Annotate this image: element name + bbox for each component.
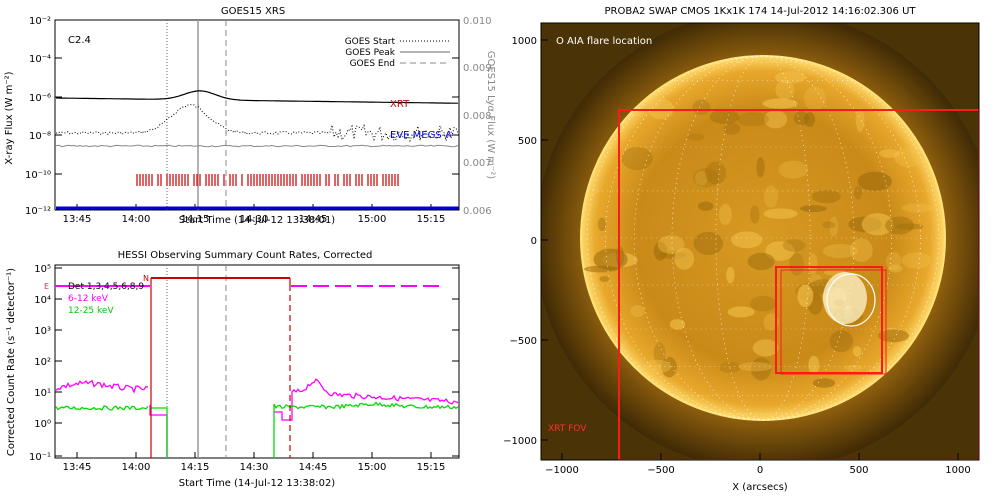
xrt-inner-fov-box-2 (780, 269, 887, 375)
goes-x-tick-label: 15:00 (358, 214, 387, 225)
hessi-x-tick-label: 15:00 (358, 462, 387, 473)
swap-y-axis: 1000 500 0 −500 −1000 (503, 36, 548, 447)
hessi-x-tick-label: 15:15 (417, 462, 446, 473)
swap-y-tick-label: −500 (510, 336, 537, 347)
goes-xrt-coverage (136, 174, 399, 186)
goes-y-tick-label: 10⁻¹² (25, 206, 51, 217)
hessi-x-tick-label: 13:45 (63, 462, 92, 473)
swap-panel: PROBA2 SWAP CMOS 1Kx1K 174 14-Jul-2012 1… (503, 6, 980, 493)
hessi-night-flag (150, 277, 291, 458)
goes-y-right-tick-label: 0.009 (463, 63, 492, 74)
goes-xrt-label: XRT (390, 99, 410, 110)
swap-x-label: X (arcsecs) (732, 482, 788, 493)
hessi-x-axis: 13:45 14:00 14:15 14:30 14:45 15:00 15:15 (63, 452, 446, 473)
legend-goes-peak: GOES Peak (345, 48, 395, 58)
goes-y-tick-label: 10⁻⁴ (29, 54, 51, 65)
goes-flare-class: C2.4 (68, 35, 91, 46)
goes-x-label: Start Time (14-Jul-12 13:38:01) (179, 215, 336, 226)
hessi-x-label: Start Time (14-Jul-12 13:38:02) (179, 478, 336, 489)
swap-x-tick-label: 1000 (945, 465, 970, 476)
hessi-y-tick-label: 10¹ (34, 388, 51, 399)
hessi-night-flag-label: N (143, 274, 149, 283)
legend-hessi-12-25: 12-25 keV (68, 306, 114, 316)
goes-y-right-tick-label: 0.010 (463, 16, 492, 27)
hessi-y-tick-label: 10⁵ (34, 264, 51, 275)
goes-legend: GOES Start GOES Peak GOES End (345, 37, 450, 69)
swap-x-tick-label: 0 (757, 465, 763, 476)
goes-y-right-tick-label: 0.007 (463, 158, 492, 169)
xrt-fov-label: XRT FOV (548, 424, 587, 434)
hessi-x-tick-label: 14:45 (299, 462, 328, 473)
legend-hessi-detectors: Det 1,3,4,5,6,8,9 (68, 282, 144, 292)
goes-y-axis: 10⁻² 10⁻⁴ 10⁻⁶ 10⁻⁸ 10⁻¹⁰ 10⁻¹² (25, 16, 459, 217)
hessi-y-tick-label: 10⁻¹ (29, 452, 51, 463)
hessi-y-label: Corrected Count Rate (s⁻¹ detector⁻¹) (6, 268, 17, 456)
goes-y-tick-label: 10⁻⁶ (29, 93, 51, 104)
goes-y-right-label: GOES15 Lyα Flux (W m⁻²) (485, 51, 496, 179)
swap-x-tick-label: −500 (647, 465, 674, 476)
goes-y-label: X-ray Flux (W m⁻²) (4, 71, 15, 164)
swap-y-tick-label: 0 (531, 236, 537, 247)
swap-y-tick-label: −1000 (503, 436, 537, 447)
hessi-x-tick-label: 14:00 (122, 462, 151, 473)
hessi-title: HESSI Observing Summary Count Rates, Cor… (118, 250, 373, 261)
swap-y-tick-label: 1000 (512, 36, 537, 47)
swap-x-axis: −1000 −500 0 500 1000 (545, 453, 971, 476)
swap-flare-region (823, 272, 867, 324)
swap-y-tick-label: 500 (518, 136, 537, 147)
hessi-x-tick-label: 14:15 (181, 462, 210, 473)
hessi-y-tick-label: 10⁴ (34, 295, 51, 306)
goes-short-channel-curve (55, 103, 459, 143)
goes-y-tick-label: 10⁻² (29, 16, 51, 27)
hessi-y-tick-label: 10⁰ (34, 419, 51, 430)
goes-title: GOES15 XRS (221, 6, 285, 17)
legend-goes-end: GOES End (350, 59, 395, 69)
aia-flare-location-marker (826, 273, 876, 327)
goes-long-channel-curve (56, 90, 458, 104)
goes-x-tick-label: 13:45 (63, 214, 92, 225)
goes-y-tick-label: 10⁻⁸ (29, 131, 51, 142)
goes-x-tick-label: 14:45 (299, 214, 328, 225)
hessi-x-tick-label: 14:30 (240, 462, 269, 473)
goes-axes-frame (54, 19, 460, 211)
hessi-panel: HESSI Observing Summary Count Rates, Cor… (6, 250, 460, 489)
legend-goes-start: GOES Start (345, 37, 396, 47)
goes-panel: GOES15 XRS 10⁻² 10⁻⁴ 10⁻⁶ 10⁻⁸ 10⁻¹⁰ 10⁻¹² 0.… (4, 6, 496, 226)
swap-x-tick-label: 500 (849, 465, 868, 476)
goes-y-right-axis: 0.010 0.009 0.008 0.007 0.006 (463, 16, 492, 217)
hessi-eclipse-flag-label: E (44, 282, 49, 291)
goes-eve-label: EVE MEGS-A (390, 130, 452, 141)
goes-x-tick-label: 14:30 (240, 214, 269, 225)
swap-heliographic-grid (581, 55, 945, 421)
legend-hessi-6-12: 6-12 keV (68, 294, 109, 304)
goes-x-tick-label: 15:15 (417, 214, 446, 225)
goes-y-tick-label: 10⁻¹⁰ (25, 170, 51, 181)
swap-x-tick-label: −1000 (545, 465, 579, 476)
goes-lya-curve (55, 144, 459, 148)
xrt-fov-box (618, 109, 979, 460)
hessi-6-12-kev-curve (55, 378, 459, 458)
hessi-12-25-kev-curve (55, 401, 459, 458)
goes-y-right-tick-label: 0.006 (463, 206, 492, 217)
hessi-y-tick-label: 10³ (34, 326, 51, 337)
hessi-axes-frame (54, 264, 460, 459)
hessi-y-tick-label: 10² (34, 357, 51, 368)
hessi-legend: Det 1,3,4,5,6,8,9 6-12 keV 12-25 keV (68, 282, 144, 316)
aia-flare-location-label: O AIA flare location (556, 36, 652, 47)
goes-x-tick-label: 14:00 (122, 214, 151, 225)
xrt-inner-fov-box (775, 266, 883, 374)
goes-y-right-tick-label: 0.008 (463, 111, 492, 122)
swap-title: PROBA2 SWAP CMOS 1Kx1K 174 14-Jul-2012 1… (604, 6, 916, 17)
goes-x-tick-label: 14:15 (181, 214, 210, 225)
hessi-y-axis: 10⁵ 10⁴ 10³ 10² 10¹ 10⁰ 10⁻¹ (29, 264, 459, 463)
